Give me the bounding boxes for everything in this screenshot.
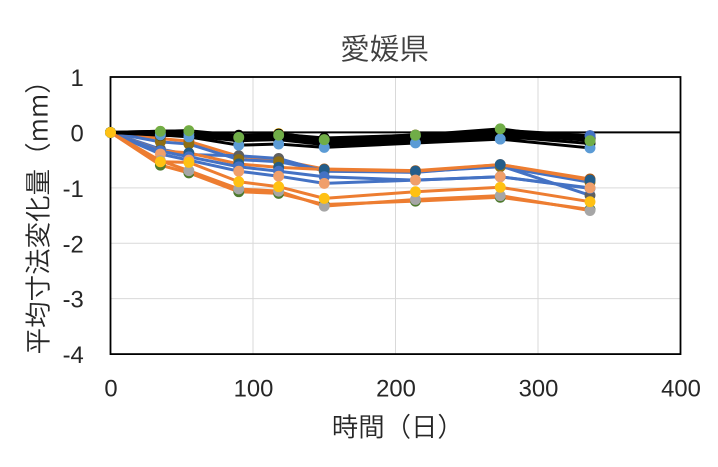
svg-text:100: 100 <box>234 376 274 403</box>
svg-text:-1: -1 <box>63 176 84 203</box>
svg-text:1: 1 <box>71 65 84 92</box>
svg-text:0: 0 <box>104 376 117 403</box>
svg-text:-2: -2 <box>63 231 84 258</box>
svg-text:-4: -4 <box>63 342 84 369</box>
svg-text:-3: -3 <box>63 287 84 314</box>
svg-text:400: 400 <box>661 376 701 403</box>
svg-text:200: 200 <box>376 376 416 403</box>
svg-text:300: 300 <box>519 376 559 403</box>
svg-text:0: 0 <box>71 120 84 147</box>
